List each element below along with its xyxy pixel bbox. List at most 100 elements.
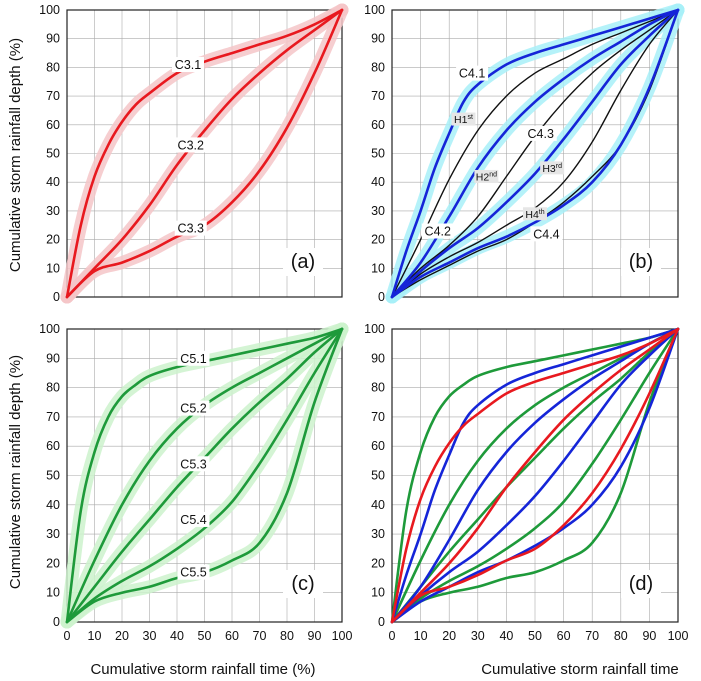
series-line-3 (390, 327, 680, 624)
y-tick-label: 30 (371, 527, 385, 541)
panel-tag: (d) (629, 573, 653, 595)
y-tick-label: 10 (46, 261, 60, 275)
series-line-7 (390, 327, 680, 624)
panel-tag: (a) (291, 251, 315, 273)
curve-label-bg (451, 112, 476, 126)
curve-label-bg (523, 207, 547, 221)
series-line-c3-2 (65, 8, 344, 299)
y-tick-label: 30 (46, 204, 60, 218)
x-tick-label: 70 (585, 629, 599, 643)
series-line-h1st (391, 9, 679, 298)
series-line-4 (390, 327, 680, 624)
y-tick-label: 80 (371, 60, 385, 74)
x-tick-label: 0 (389, 629, 396, 643)
y-tick-label: 40 (371, 498, 385, 512)
curve-label-bg (524, 125, 557, 141)
y-tick-label: 90 (46, 351, 60, 365)
curve-label-bg (530, 226, 563, 242)
panel-2: 0 10 20 30 40 50 60 70 80 90 100 0 10 20 30 40 50 60 70 80 9… (39, 322, 352, 643)
curve-label-bg (174, 137, 207, 153)
y-tick-label: 0 (53, 615, 60, 629)
curve-label-bg (540, 161, 565, 175)
x-tick-label: 80 (614, 629, 628, 643)
plot-frame (391, 9, 679, 298)
curve-label-c4-4: C4.4 (533, 227, 559, 241)
y-tick-label: 70 (371, 89, 385, 103)
y-tick-label: 80 (46, 60, 60, 74)
curve-label-bg (177, 456, 210, 472)
curve-label-c5-3: C5.3 (180, 457, 206, 471)
y-axis-title-top: Cumulative storm rainfall depth (%) (7, 38, 24, 272)
y-tick-label: 50 (371, 469, 385, 483)
series-line-c4-1 (390, 8, 680, 299)
curve-label-h2nd: H2nd (476, 171, 497, 183)
series-line-c5-4 (65, 327, 344, 624)
plot-frame (66, 328, 343, 623)
curve-label-bg (177, 350, 210, 366)
x-tick-label: 90 (308, 629, 322, 643)
x-tick-label: 20 (442, 629, 456, 643)
x-axis-title-left: Cumulative storm rainfall time (%) (90, 661, 315, 678)
curve-label-bg (177, 511, 210, 527)
curve-label-bg (172, 57, 204, 73)
series-line-5 (390, 327, 680, 624)
series-line-c4-3 (390, 8, 680, 299)
panel-tag-bg (283, 570, 323, 598)
y-tick-label: 10 (371, 586, 385, 600)
y-tick-label: 20 (46, 556, 60, 570)
series-line-11 (390, 327, 680, 624)
curve-label-c4-2: C4.2 (425, 224, 451, 238)
y-tick-label: 0 (378, 615, 385, 629)
y-tick-label: 90 (46, 32, 60, 46)
series-line-10 (390, 327, 680, 624)
y-axis-title-bottom: Cumulative storm rainfall depth (%) (7, 355, 24, 589)
panel-tag: (b) (629, 251, 653, 273)
x-tick-label: 100 (332, 629, 353, 643)
x-axis-title-right: Cumulative storm rainfall time (481, 661, 679, 678)
curve-label-c3-1: C3.1 (175, 58, 201, 72)
y-tick-label: 20 (46, 233, 60, 247)
x-tick-label: 60 (557, 629, 571, 643)
y-tick-label: 80 (46, 381, 60, 395)
series-line-6 (390, 327, 680, 624)
y-tick-label: 60 (46, 439, 60, 453)
panel-0: 0 10 20 30 40 50 60 70 80 90 100 C3.1 C3.2 C3.3 (a) (39, 3, 349, 304)
y-tick-label: 40 (46, 175, 60, 189)
x-tick-label: 50 (198, 629, 212, 643)
x-tick-label: 0 (64, 629, 71, 643)
x-tick-label: 70 (253, 629, 267, 643)
curve-label-bg (174, 220, 207, 236)
y-tick-label: 90 (371, 351, 385, 365)
x-tick-label: 90 (642, 629, 656, 643)
y-tick-label: 50 (46, 469, 60, 483)
panel-tag-bg (283, 248, 323, 276)
y-tick-label: 10 (46, 586, 60, 600)
y-tick-label: 90 (371, 32, 385, 46)
curve-label-bg (474, 169, 499, 183)
curve-label-c5-2: C5.2 (180, 402, 206, 416)
x-tick-label: 10 (88, 629, 102, 643)
series-line-c5-1 (65, 327, 344, 624)
curve-label-c4-1: C4.1 (459, 67, 485, 81)
panel-tag-bg (621, 248, 661, 276)
curve-label-h3rd: H3rd (542, 163, 562, 175)
y-tick-label: 80 (371, 381, 385, 395)
y-tick-label: 70 (46, 410, 60, 424)
curve-label-h4th: H4th (525, 209, 544, 221)
curve-label-c5-4: C5.4 (180, 513, 206, 527)
y-tick-label: 20 (371, 556, 385, 570)
y-tick-label: 0 (53, 290, 60, 304)
curve-label-bg (421, 223, 454, 239)
y-tick-label: 100 (39, 3, 60, 17)
y-tick-label: 30 (46, 527, 60, 541)
series-line-2 (390, 327, 680, 624)
y-tick-label: 60 (46, 118, 60, 132)
curve-label-c3-3: C3.3 (178, 222, 204, 236)
panel-3: 0 10 20 30 40 50 60 70 80 90 100 0 10 20 30 40 50 60 70 80 9… (364, 322, 688, 643)
x-tick-label: 100 (668, 629, 689, 643)
curve-label-bg (177, 400, 210, 416)
y-tick-label: 20 (371, 233, 385, 247)
x-tick-label: 40 (499, 629, 513, 643)
y-tick-label: 30 (371, 204, 385, 218)
x-tick-label: 50 (528, 629, 542, 643)
